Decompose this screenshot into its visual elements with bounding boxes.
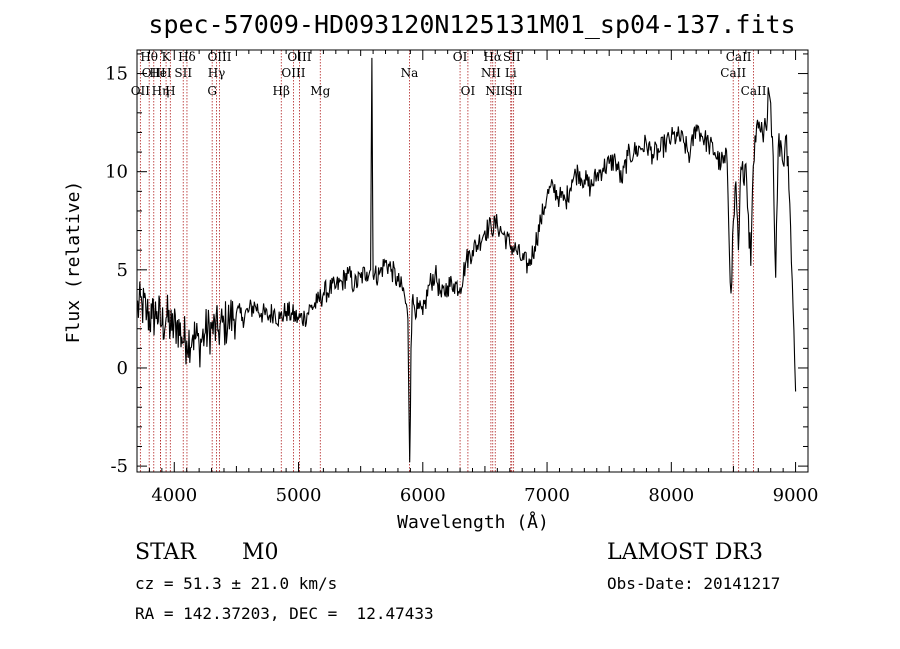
line-label-3: Hη xyxy=(152,84,170,98)
line-label-5: K xyxy=(162,50,172,64)
line-label-20: Hα xyxy=(483,50,502,64)
spectral-line-markers xyxy=(139,50,754,472)
line-label-25: CaII xyxy=(720,66,746,80)
redshift-velocity: cz = 51.3 ± 21.0 km/s xyxy=(135,574,338,593)
y-tick-label: 5 xyxy=(117,260,128,281)
y-tick-label: -5 xyxy=(110,456,128,477)
line-label-7: SII xyxy=(174,66,192,80)
spectrum-line xyxy=(136,57,797,463)
line-label-4: HeI xyxy=(149,66,172,80)
line-label-17: OI xyxy=(453,50,468,64)
line-label-27: CaII xyxy=(741,84,767,98)
line-label-16: Na xyxy=(401,66,419,80)
object-subclass: M0 xyxy=(242,540,279,565)
line-label-14: OIII xyxy=(287,50,311,64)
x-tick-label: 5000 xyxy=(276,485,322,506)
y-tick-label: 10 xyxy=(105,162,128,183)
x-tick-label: 9000 xyxy=(773,485,819,506)
y-tick-label: 15 xyxy=(105,64,128,85)
plot-frame xyxy=(136,49,809,473)
y-axis-ticks: -5 0 5 10 15 xyxy=(105,53,808,477)
spectral-line-labels: OII Hθ OIII Hη HeI K H SII Hδ G OIII Hγ Hβ OIII OIII Mg… xyxy=(131,50,767,98)
line-label-26: CaII xyxy=(726,50,752,64)
x-axis-label: Wavelength (Å) xyxy=(397,511,549,533)
line-label-21: NII xyxy=(485,84,505,98)
observation-date: Obs-Date: 20141217 xyxy=(607,574,781,593)
x-tick-label: 6000 xyxy=(400,485,446,506)
line-label-11: Hγ xyxy=(208,66,226,80)
line-label-1: Hθ xyxy=(140,50,158,64)
y-axis-label: Flux (relative) xyxy=(63,181,84,344)
x-tick-label: 4000 xyxy=(151,485,197,506)
line-label-18: OI xyxy=(461,84,476,98)
line-label-9: G xyxy=(207,84,217,98)
line-label-6: H xyxy=(165,84,175,98)
line-label-13: OIII xyxy=(281,66,305,80)
x-tick-label: 8000 xyxy=(648,485,694,506)
line-label-22: SII xyxy=(503,50,521,64)
object-class: STAR xyxy=(135,540,196,565)
line-label-15: Mg xyxy=(310,84,330,98)
line-label-19: NII xyxy=(481,66,501,80)
line-label-8: Hδ xyxy=(178,50,196,64)
chart-title: spec-57009-HD093120N125131M01_sp04-137.f… xyxy=(148,10,795,39)
x-axis-ticks: 4000 5000 6000 7000 8000 9000 xyxy=(136,50,819,506)
line-label-23: Li xyxy=(505,66,517,80)
line-label-0: OII xyxy=(131,84,151,98)
line-label-2: OIII xyxy=(142,66,166,80)
coordinates: RA = 142.37203, DEC = 12.47433 xyxy=(135,604,434,623)
line-label-10: OIII xyxy=(207,50,231,64)
line-label-12: Hβ xyxy=(273,84,290,98)
survey-name: LAMOST DR3 xyxy=(607,540,763,565)
line-label-24: SII xyxy=(505,84,523,98)
x-tick-label: 7000 xyxy=(524,485,570,506)
y-tick-label: 0 xyxy=(117,358,128,379)
